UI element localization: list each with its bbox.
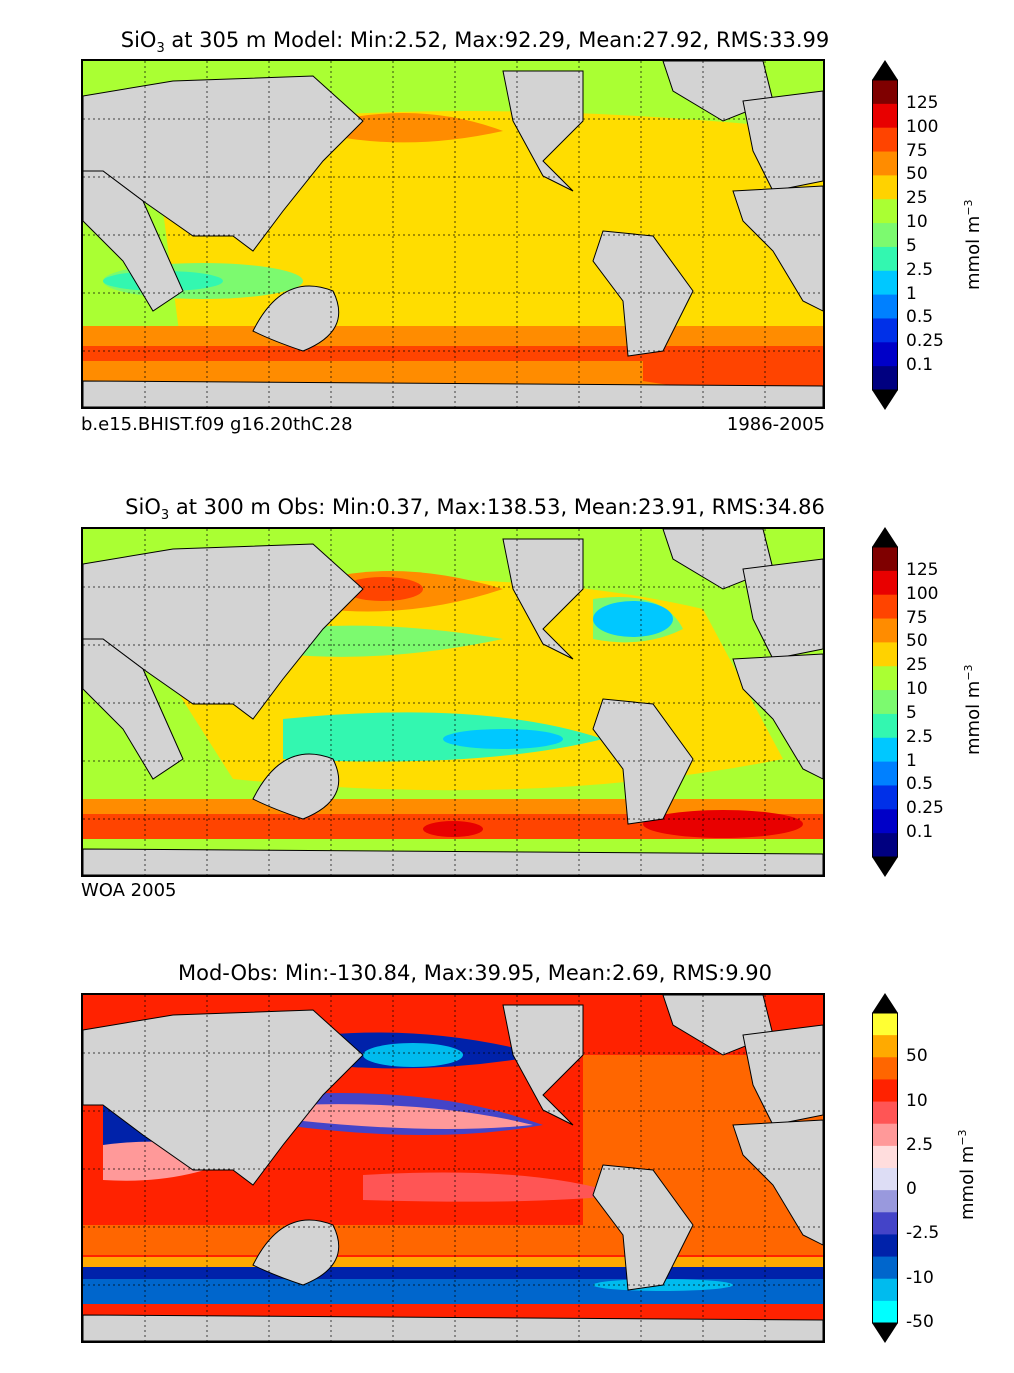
panel-title: Mod-Obs: Min:-130.84, Max:39.95, Mean:2.… (178, 961, 772, 985)
colorbar-segment (872, 1079, 898, 1103)
colorbar-tick-label: 1 (906, 750, 917, 771)
colorbar-tick-label: 100 (906, 116, 939, 137)
colorbar-units: mmol m−3 (956, 1129, 978, 1220)
colorbar-segment (872, 570, 898, 596)
colorbar-segment (872, 1300, 898, 1324)
colorbar-top-extend (872, 993, 898, 1013)
colorbar-segment (872, 1168, 898, 1191)
colorbar-segment (872, 294, 898, 319)
colorbar-tick-label: 50 (906, 1046, 928, 1067)
colorbar-segment (872, 270, 898, 296)
colorbar-segment (872, 547, 898, 572)
colorbar-segment (872, 1123, 898, 1147)
colorbar-tick-label: -10 (906, 1267, 934, 1288)
colorbar-tick-label: 5 (906, 702, 917, 723)
model-map-svg (83, 61, 823, 407)
colorbar-tick-label: 2.5 (906, 1134, 934, 1155)
colorbar-tick-label: 75 (906, 140, 928, 161)
colorbar-segment (872, 713, 898, 739)
diff-map-svg (83, 995, 823, 1341)
colorbar-tick-label: 25 (906, 655, 928, 676)
colorbar-segment (872, 1145, 898, 1169)
panel-title: SiO3 at 300 m Obs: Min:0.37, Max:138.53,… (125, 495, 825, 524)
colorbar-segment (872, 690, 898, 715)
map-plot (81, 527, 825, 877)
colorbar-tick-label: 1 (906, 283, 917, 304)
colorbar-segment (872, 366, 898, 391)
colorbar-tick-label: 5 (906, 235, 917, 256)
colorbar-tick-label: -50 (906, 1312, 934, 1332)
colorbar-svg (872, 993, 898, 1343)
colorbar-tick-label: 50 (906, 164, 928, 185)
colorbar-segment (872, 80, 898, 105)
colorbar-segment (872, 833, 898, 858)
colorbar-top-extend (872, 527, 898, 547)
colorbar-tick-label: 125 (906, 92, 939, 113)
colorbar-tick-label: -2.5 (906, 1223, 940, 1244)
colorbar (872, 527, 906, 881)
colorbar-segment (872, 594, 898, 620)
colorbar-segment (872, 737, 898, 763)
colorbar-tick-label: 0.1 (906, 355, 934, 376)
colorbar-segment (872, 761, 898, 786)
colorbar-segment (872, 1035, 898, 1058)
footer-left: b.e15.BHIST.f09 g16.20thC.28 (81, 414, 353, 435)
colorbar-segment (872, 199, 898, 224)
colorbar-tick-label: 0.25 (906, 798, 944, 819)
panel-title: SiO3 at 305 m Model: Min:2.52, Max:92.29… (120, 28, 830, 57)
colorbar-tick-label: 0 (906, 1179, 917, 1200)
colorbar-top-extend (872, 60, 898, 80)
colorbar-tick-label: 10 (906, 212, 928, 233)
colorbar-tick-label: 0.5 (906, 307, 934, 328)
colorbar-segment (872, 103, 898, 129)
map-plot (81, 59, 825, 409)
colorbar-segment (872, 1057, 898, 1080)
colorbar-segment (872, 127, 898, 153)
colorbar-svg (872, 60, 898, 410)
colorbar-tick-label: 2.5 (906, 726, 934, 747)
colorbar-segment (872, 1212, 898, 1235)
colorbar-tick-label: 75 (906, 607, 928, 628)
colorbar-segment (872, 223, 898, 248)
colorbar-segment (872, 1256, 898, 1280)
colorbar-tick-label: 125 (906, 559, 939, 580)
colorbar-svg (872, 527, 898, 877)
colorbar-segment (872, 175, 898, 200)
obs-map-svg (83, 529, 823, 875)
footer-right: 1986-2005 (726, 414, 825, 435)
colorbar-tick-label: 0.25 (906, 331, 944, 352)
colorbar-segment (872, 151, 898, 176)
colorbar-bottom-extend (872, 1323, 898, 1343)
colorbar-tick-label: 2.5 (906, 259, 934, 280)
colorbar-bottom-extend (872, 390, 898, 410)
colorbar-segment (872, 318, 898, 343)
colorbar-tick-label: 25 (906, 188, 928, 209)
colorbar-segment (872, 642, 898, 667)
colorbar-segment (872, 1190, 898, 1213)
colorbar-segment (872, 1278, 898, 1302)
colorbar-tick-label: 50 (906, 631, 928, 652)
colorbar-tick-label: 0.5 (906, 774, 934, 795)
colorbar-tick-label: 0.1 (906, 822, 934, 843)
colorbar (872, 993, 906, 1347)
footer-left: WOA 2005 (81, 880, 177, 901)
colorbar-tick-label: 10 (906, 1090, 928, 1111)
colorbar-segment (872, 785, 898, 810)
colorbar-units: mmol m−3 (962, 664, 984, 755)
colorbar-segment (872, 618, 898, 643)
colorbar-segment (872, 666, 898, 691)
colorbar-segment (872, 1013, 898, 1036)
map-plot (81, 993, 825, 1343)
colorbar-segment (872, 1234, 898, 1258)
colorbar-segment (872, 246, 898, 272)
colorbar-bottom-extend (872, 857, 898, 877)
colorbar-tick-label: 100 (906, 583, 939, 604)
colorbar-units: mmol m−3 (962, 199, 984, 290)
colorbar-segment (872, 1101, 898, 1125)
colorbar-segment (872, 342, 898, 367)
colorbar (872, 60, 906, 414)
colorbar-tick-label: 10 (906, 679, 928, 700)
colorbar-segment (872, 809, 898, 834)
